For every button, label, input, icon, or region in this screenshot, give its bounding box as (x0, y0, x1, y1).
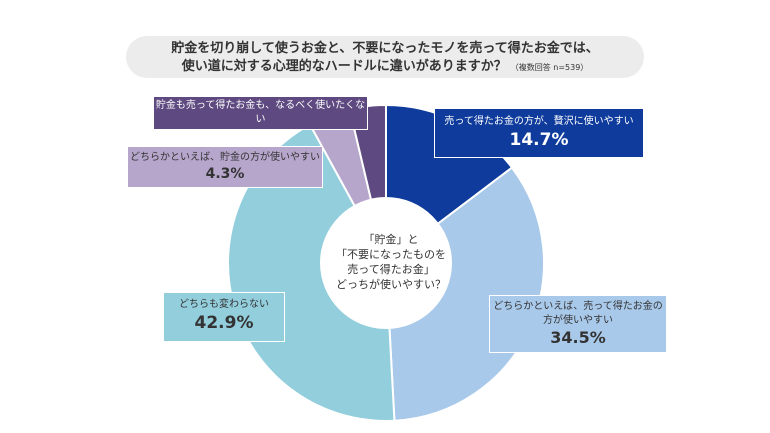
slice-label-sold-money-category: どちらかといえば、売って得たお金の方が使いやすい (493, 301, 663, 326)
slice-label-avoid-spending-category: 貯金も売って得たお金も、なるべく使いたくない (155, 100, 366, 125)
slice-label-savings-value: 4.3% (205, 166, 245, 182)
title-line-1: 貯金を切り崩して使うお金と、不要になったモノを売って得たお金では、 (171, 41, 599, 56)
donut-hole (320, 197, 452, 329)
center-line-3: 売って得たお金」 (347, 263, 435, 276)
slice-label-avoid-spending: 貯金も売って得たお金も、なるべく使いたくない 3.7% (153, 96, 368, 142)
slice-label-avoid-spending-value: 3.7% (243, 128, 278, 142)
title-line-2: 使い道に対する心理的なハードルに違いがありますか？ （複数回答 n=539） (126, 58, 644, 77)
slice-label-savings: どちらかといえば、貯金の方が使いやすい 4.3% (127, 146, 323, 188)
sample-note: （複数回答 n=539） (510, 63, 589, 72)
center-question: 「貯金」と 「不要になったものを 売って得たお金」 どっちが使いやすい？ (316, 232, 466, 292)
chart-title: 貯金を切り崩して使うお金と、不要になったモノを売って得たお金では、 使い道に対す… (126, 36, 644, 78)
slice-label-savings-category: どちらかといえば、貯金の方が使いやすい (130, 152, 320, 163)
center-line-4: どっちが使いやすい？ (336, 278, 446, 291)
center-line-1: 「貯金」と (363, 233, 419, 246)
slice-label-no-difference-value: 42.9% (194, 313, 254, 333)
slice-label-luxury-value: 14.7% (509, 130, 569, 150)
slice-label-sold-money-value: 34.5% (550, 328, 606, 347)
slice-label-sold-money: どちらかといえば、売って得たお金の方が使いやすい 34.5% (489, 295, 667, 353)
slice-label-luxury: 売って得たお金の方が、贅沢に使いやすい 14.7% (434, 108, 644, 158)
slice-label-no-difference-category: どちらも変わらない (179, 299, 269, 310)
title-line-2-text: 使い道に対する心理的なハードルに違いがありますか？ (181, 59, 507, 74)
slice-label-luxury-category: 売って得たお金の方が、贅沢に使いやすい (444, 116, 634, 127)
center-line-2: 「不要になったものを (336, 248, 446, 261)
slice-label-no-difference: どちらも変わらない 42.9% (163, 292, 285, 342)
donut-slices (227, 103, 545, 422)
